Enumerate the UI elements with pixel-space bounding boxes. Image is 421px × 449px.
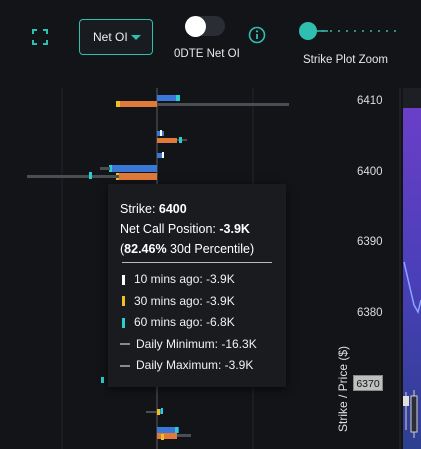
call-bar <box>157 427 179 433</box>
call-bar-6400 <box>111 165 157 172</box>
zoom-slider-label: Strike Plot Zoom <box>303 54 388 66</box>
call-bar <box>157 153 163 158</box>
y-axis-title: Strike / Price ($) <box>336 345 350 432</box>
info-icon[interactable] <box>248 26 266 44</box>
price-band-top <box>403 88 421 108</box>
toggle-label: 0DTE Net OI <box>174 48 240 60</box>
tooltip-strike: Strike: 6400 <box>120 202 187 216</box>
history-mark <box>160 130 162 136</box>
daily-range <box>27 175 119 178</box>
candle <box>410 395 418 433</box>
daily-range <box>177 434 191 437</box>
history-mark <box>162 152 164 158</box>
daily-range <box>146 411 157 413</box>
price-band <box>403 108 421 449</box>
history-mark <box>116 101 120 107</box>
put-bar <box>157 138 177 143</box>
chevron-down-icon <box>131 35 141 40</box>
tooltip-row: 60 mins ago: -6.8K <box>120 312 274 334</box>
current-price-marker: 6370 <box>353 375 383 391</box>
strike-tooltip: Strike: 6400 Net Call Position: -3.9K (8… <box>108 184 286 387</box>
zoom-slider[interactable] <box>298 22 398 40</box>
history-mark <box>161 434 164 440</box>
expand-icon[interactable] <box>32 29 48 45</box>
range-dash-icon <box>120 364 130 367</box>
toggle-knob <box>185 16 206 37</box>
history-mark <box>175 427 178 433</box>
tooltip-percentile: (82.46% 30d Percentile) <box>120 242 255 256</box>
history-mark <box>101 377 104 383</box>
history-mark <box>176 95 180 101</box>
put-bar-6410 <box>120 101 157 107</box>
y-tick-label: 6410 <box>357 95 383 107</box>
tooltip-row: Daily Minimum: -16.3K <box>120 334 274 356</box>
history-marker-icon <box>122 274 125 285</box>
candle <box>403 396 409 406</box>
history-mark <box>109 165 112 172</box>
put-bar-6400 <box>119 173 157 180</box>
tooltip-divider <box>122 262 272 263</box>
price-line <box>403 261 421 314</box>
tooltip-row: Daily Maximum: -3.9K <box>120 355 274 377</box>
history-mark <box>89 172 92 179</box>
history-marker-icon <box>122 317 125 328</box>
y-tick-label: 6390 <box>357 236 383 248</box>
tooltip-row: 10 mins ago: -3.9K <box>120 269 274 291</box>
metric-select-value: Net OI <box>93 30 128 44</box>
slider-thumb <box>299 22 317 40</box>
history-mark <box>157 409 160 415</box>
put-bar <box>157 433 177 439</box>
zero-dte-toggle[interactable] <box>185 16 225 37</box>
tooltip-position: Net Call Position: -3.9K <box>120 222 250 236</box>
metric-select[interactable]: Net OI <box>79 19 153 55</box>
history-mark <box>161 408 163 414</box>
history-mark <box>179 137 182 143</box>
daily-range <box>100 167 110 170</box>
y-tick-label: 6380 <box>357 307 383 319</box>
tooltip-row: 30 mins ago: -3.9K <box>120 291 274 313</box>
history-marker-icon <box>122 296 125 307</box>
call-bar-6410 <box>157 95 179 101</box>
range-dash-icon <box>120 343 130 346</box>
daily-range <box>157 103 289 106</box>
y-tick-label: 6400 <box>357 166 383 178</box>
